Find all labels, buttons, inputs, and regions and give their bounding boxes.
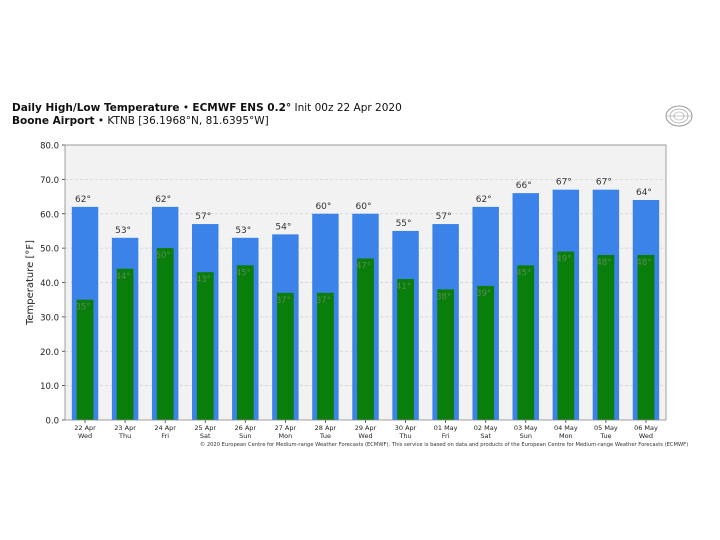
y-tick-label: 30.0 — [40, 313, 59, 323]
low-temp-bar — [357, 258, 374, 420]
low-temp-label: 47° — [356, 261, 371, 271]
subtitle-station: Boone Airport — [12, 115, 95, 127]
high-temp-label: 57° — [195, 212, 211, 222]
x-tick-label-date: 29 Apr — [355, 424, 377, 432]
x-tick-label-date: 03 May — [514, 424, 538, 432]
y-tick-label: 10.0 — [40, 382, 59, 392]
chart-subtitle: Boone Airport • KTNB [36.1968°N, 81.6395… — [12, 115, 402, 128]
ecmwf-logo-icon — [665, 105, 693, 127]
low-temp-bar — [236, 265, 254, 420]
low-temp-bar — [477, 285, 495, 420]
low-temp-bar — [317, 292, 334, 420]
x-tick-label-weekday: Tue — [319, 432, 331, 440]
high-temp-label: 66° — [516, 181, 532, 191]
y-tick-label: 20.0 — [40, 348, 59, 358]
x-tick-label-weekday: Fri — [442, 432, 450, 440]
high-temp-label: 53° — [115, 226, 131, 236]
y-tick-label: 80.0 — [40, 142, 59, 152]
low-temp-bar — [557, 251, 575, 420]
low-temp-label: 39° — [476, 289, 491, 299]
x-tick-label-date: 05 May — [594, 424, 618, 432]
high-temp-label: 54° — [275, 222, 291, 232]
y-tick-label: 40.0 — [40, 279, 59, 289]
low-temp-label: 43° — [196, 275, 211, 285]
high-temp-label: 67° — [556, 178, 572, 188]
low-temp-bar — [76, 299, 94, 420]
y-axis-label: Temperature [°F] — [25, 240, 36, 326]
x-tick-label-weekday: Tue — [599, 432, 611, 440]
x-tick-label-date: 24 Apr — [154, 424, 176, 432]
x-tick-label-weekday: Sat — [480, 432, 491, 440]
x-tick-label-weekday: Wed — [78, 432, 92, 440]
high-temp-label: 55° — [396, 219, 412, 229]
x-tick-label-weekday: Wed — [639, 432, 653, 440]
low-temp-bar — [637, 255, 655, 420]
high-temp-label: 62° — [75, 195, 91, 205]
x-tick-label-date: 06 May — [634, 424, 658, 432]
x-tick-label-weekday: Fri — [161, 432, 169, 440]
high-temp-label: 67° — [596, 178, 612, 188]
x-tick-label-weekday: Mon — [279, 432, 293, 440]
low-temp-label: 49° — [556, 255, 571, 265]
x-tick-label-date: 30 Apr — [395, 424, 417, 432]
low-temp-label: 37° — [276, 296, 291, 306]
title-init: Init 00z 22 Apr 2020 — [294, 102, 402, 114]
title-main: Daily High/Low Temperature — [12, 102, 180, 114]
high-temp-label: 62° — [476, 195, 492, 205]
x-tick-label-date: 27 Apr — [275, 424, 297, 432]
high-temp-label: 60° — [356, 202, 372, 212]
low-temp-label: 45° — [516, 268, 531, 278]
x-tick-label-weekday: Thu — [118, 432, 131, 440]
y-tick-label: 50.0 — [40, 245, 59, 255]
x-tick-label-date: 01 May — [434, 424, 458, 432]
low-temp-label: 45° — [236, 268, 251, 278]
chart-title: Daily High/Low Temperature • ECMWF ENS 0… — [12, 102, 402, 115]
high-temp-label: 62° — [155, 195, 171, 205]
high-temp-label: 60° — [315, 202, 331, 212]
y-tick-label: 60.0 — [40, 210, 59, 220]
low-temp-bar — [276, 292, 294, 420]
y-tick-label: 0.0 — [45, 417, 59, 427]
low-temp-bar — [116, 268, 134, 420]
x-tick-label-date: 25 Apr — [194, 424, 216, 432]
x-tick-label-date: 28 Apr — [315, 424, 337, 432]
y-tick-label: 70.0 — [40, 176, 59, 186]
subtitle-separator: • — [97, 115, 105, 127]
x-tick-label-date: 02 May — [474, 424, 498, 432]
x-tick-label-weekday: Wed — [358, 432, 372, 440]
low-temp-label: 44° — [116, 272, 131, 282]
high-temp-label: 64° — [636, 188, 652, 198]
x-tick-label-weekday: Mon — [559, 432, 573, 440]
subtitle-location: KTNB [36.1968°N, 81.6395°W] — [107, 115, 269, 127]
x-tick-label-date: 26 Apr — [235, 424, 257, 432]
low-temp-label: 38° — [436, 292, 451, 302]
title-separator: • — [182, 102, 190, 114]
low-temp-bar — [437, 289, 455, 420]
x-tick-label-date: 23 Apr — [114, 424, 136, 432]
x-tick-label-weekday: Thu — [398, 432, 411, 440]
high-temp-label: 53° — [235, 226, 251, 236]
x-tick-label-weekday: Sun — [239, 432, 251, 440]
low-temp-label: 48° — [596, 258, 611, 268]
chart-title-block: Daily High/Low Temperature • ECMWF ENS 0… — [12, 102, 402, 128]
title-model: ECMWF ENS 0.2° — [192, 102, 292, 114]
low-temp-label: 37° — [316, 296, 331, 306]
low-temp-bar — [156, 248, 174, 420]
low-temp-label: 48° — [636, 258, 651, 268]
x-tick-label-date: 22 Apr — [74, 424, 96, 432]
x-tick-label-weekday: Sat — [200, 432, 211, 440]
low-temp-bar — [397, 279, 414, 420]
x-tick-label-date: 04 May — [554, 424, 578, 432]
low-temp-bar — [597, 255, 615, 420]
x-tick-label-weekday: Sun — [520, 432, 532, 440]
high-temp-label: 57° — [436, 212, 452, 222]
plot-frame — [64, 144, 667, 421]
low-temp-bar — [196, 272, 214, 420]
low-temp-label: 41° — [396, 282, 411, 292]
low-temp-label: 50° — [156, 251, 171, 261]
low-temp-bar — [517, 265, 535, 420]
low-temp-label: 35° — [75, 303, 90, 313]
copyright-notice: © 2020 European Centre for Medium-range … — [200, 442, 689, 448]
